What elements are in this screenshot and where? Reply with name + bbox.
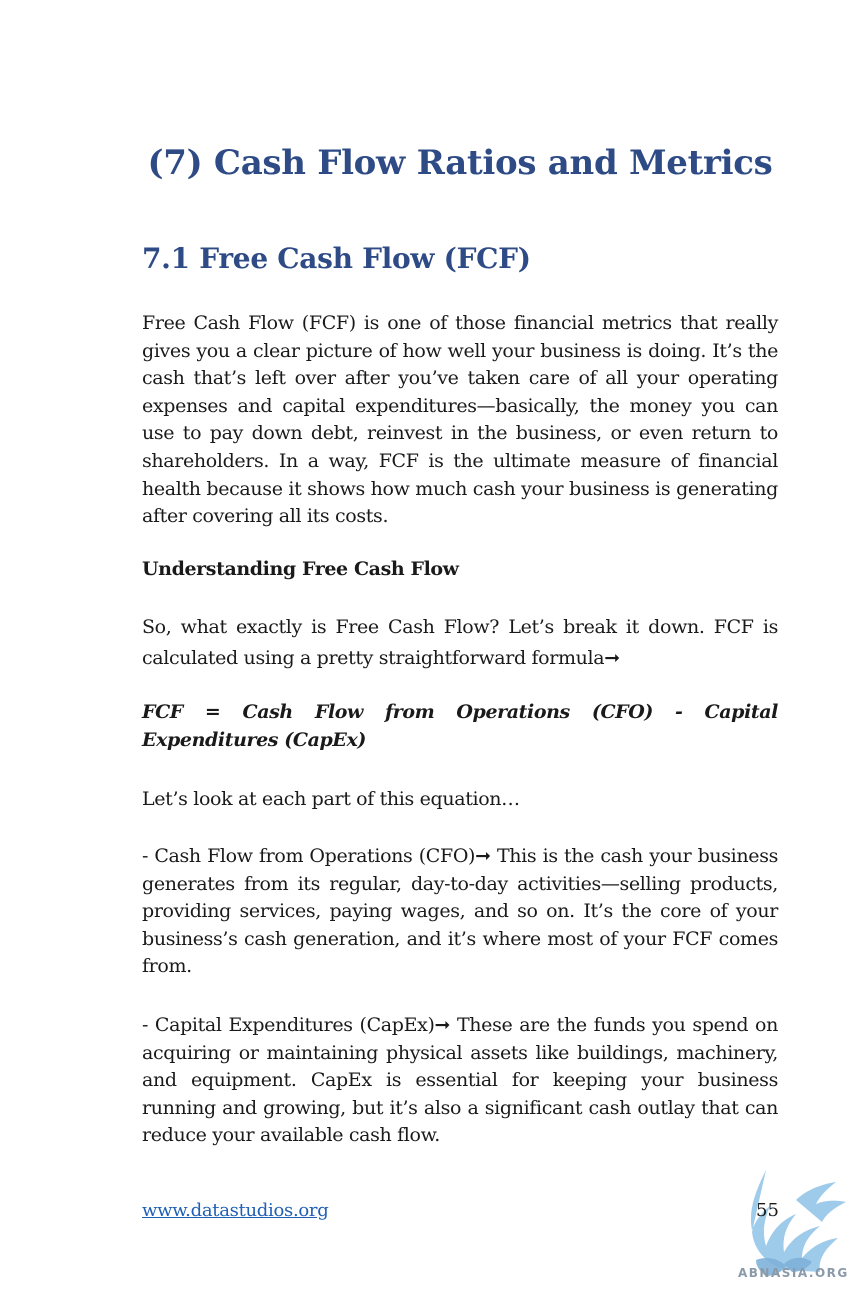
intro-paragraph: Free Cash Flow (FCF) is one of those fin… [142,312,778,528]
subheading: Understanding Free Cash Flow [142,558,459,580]
section-title: 7.1 Free Cash Flow (FCF) [142,242,531,275]
look-paragraph: Let’s look at each part of this equation… [142,788,520,810]
footer-website-link[interactable]: www.datastudios.org [142,1200,329,1221]
chapter-title: (7) Cash Flow Ratios and Metrics [147,143,773,183]
breakdown-paragraph: So, what exactly is Free Cash Flow? Let’… [142,616,778,669]
cfo-paragraph: - Cash Flow from Operations (CFO)➞ This … [142,845,778,978]
capex-paragraph: - Capital Expenditures (CapEx)➞ These ar… [142,1014,778,1147]
watermark-text: ABNASIA.ORG [738,1266,849,1280]
page-number: 55 [756,1200,779,1221]
griffin-logo-icon [750,1170,846,1276]
fcf-formula: FCF = Cash Flow from Operations (CFO) - … [142,701,778,751]
